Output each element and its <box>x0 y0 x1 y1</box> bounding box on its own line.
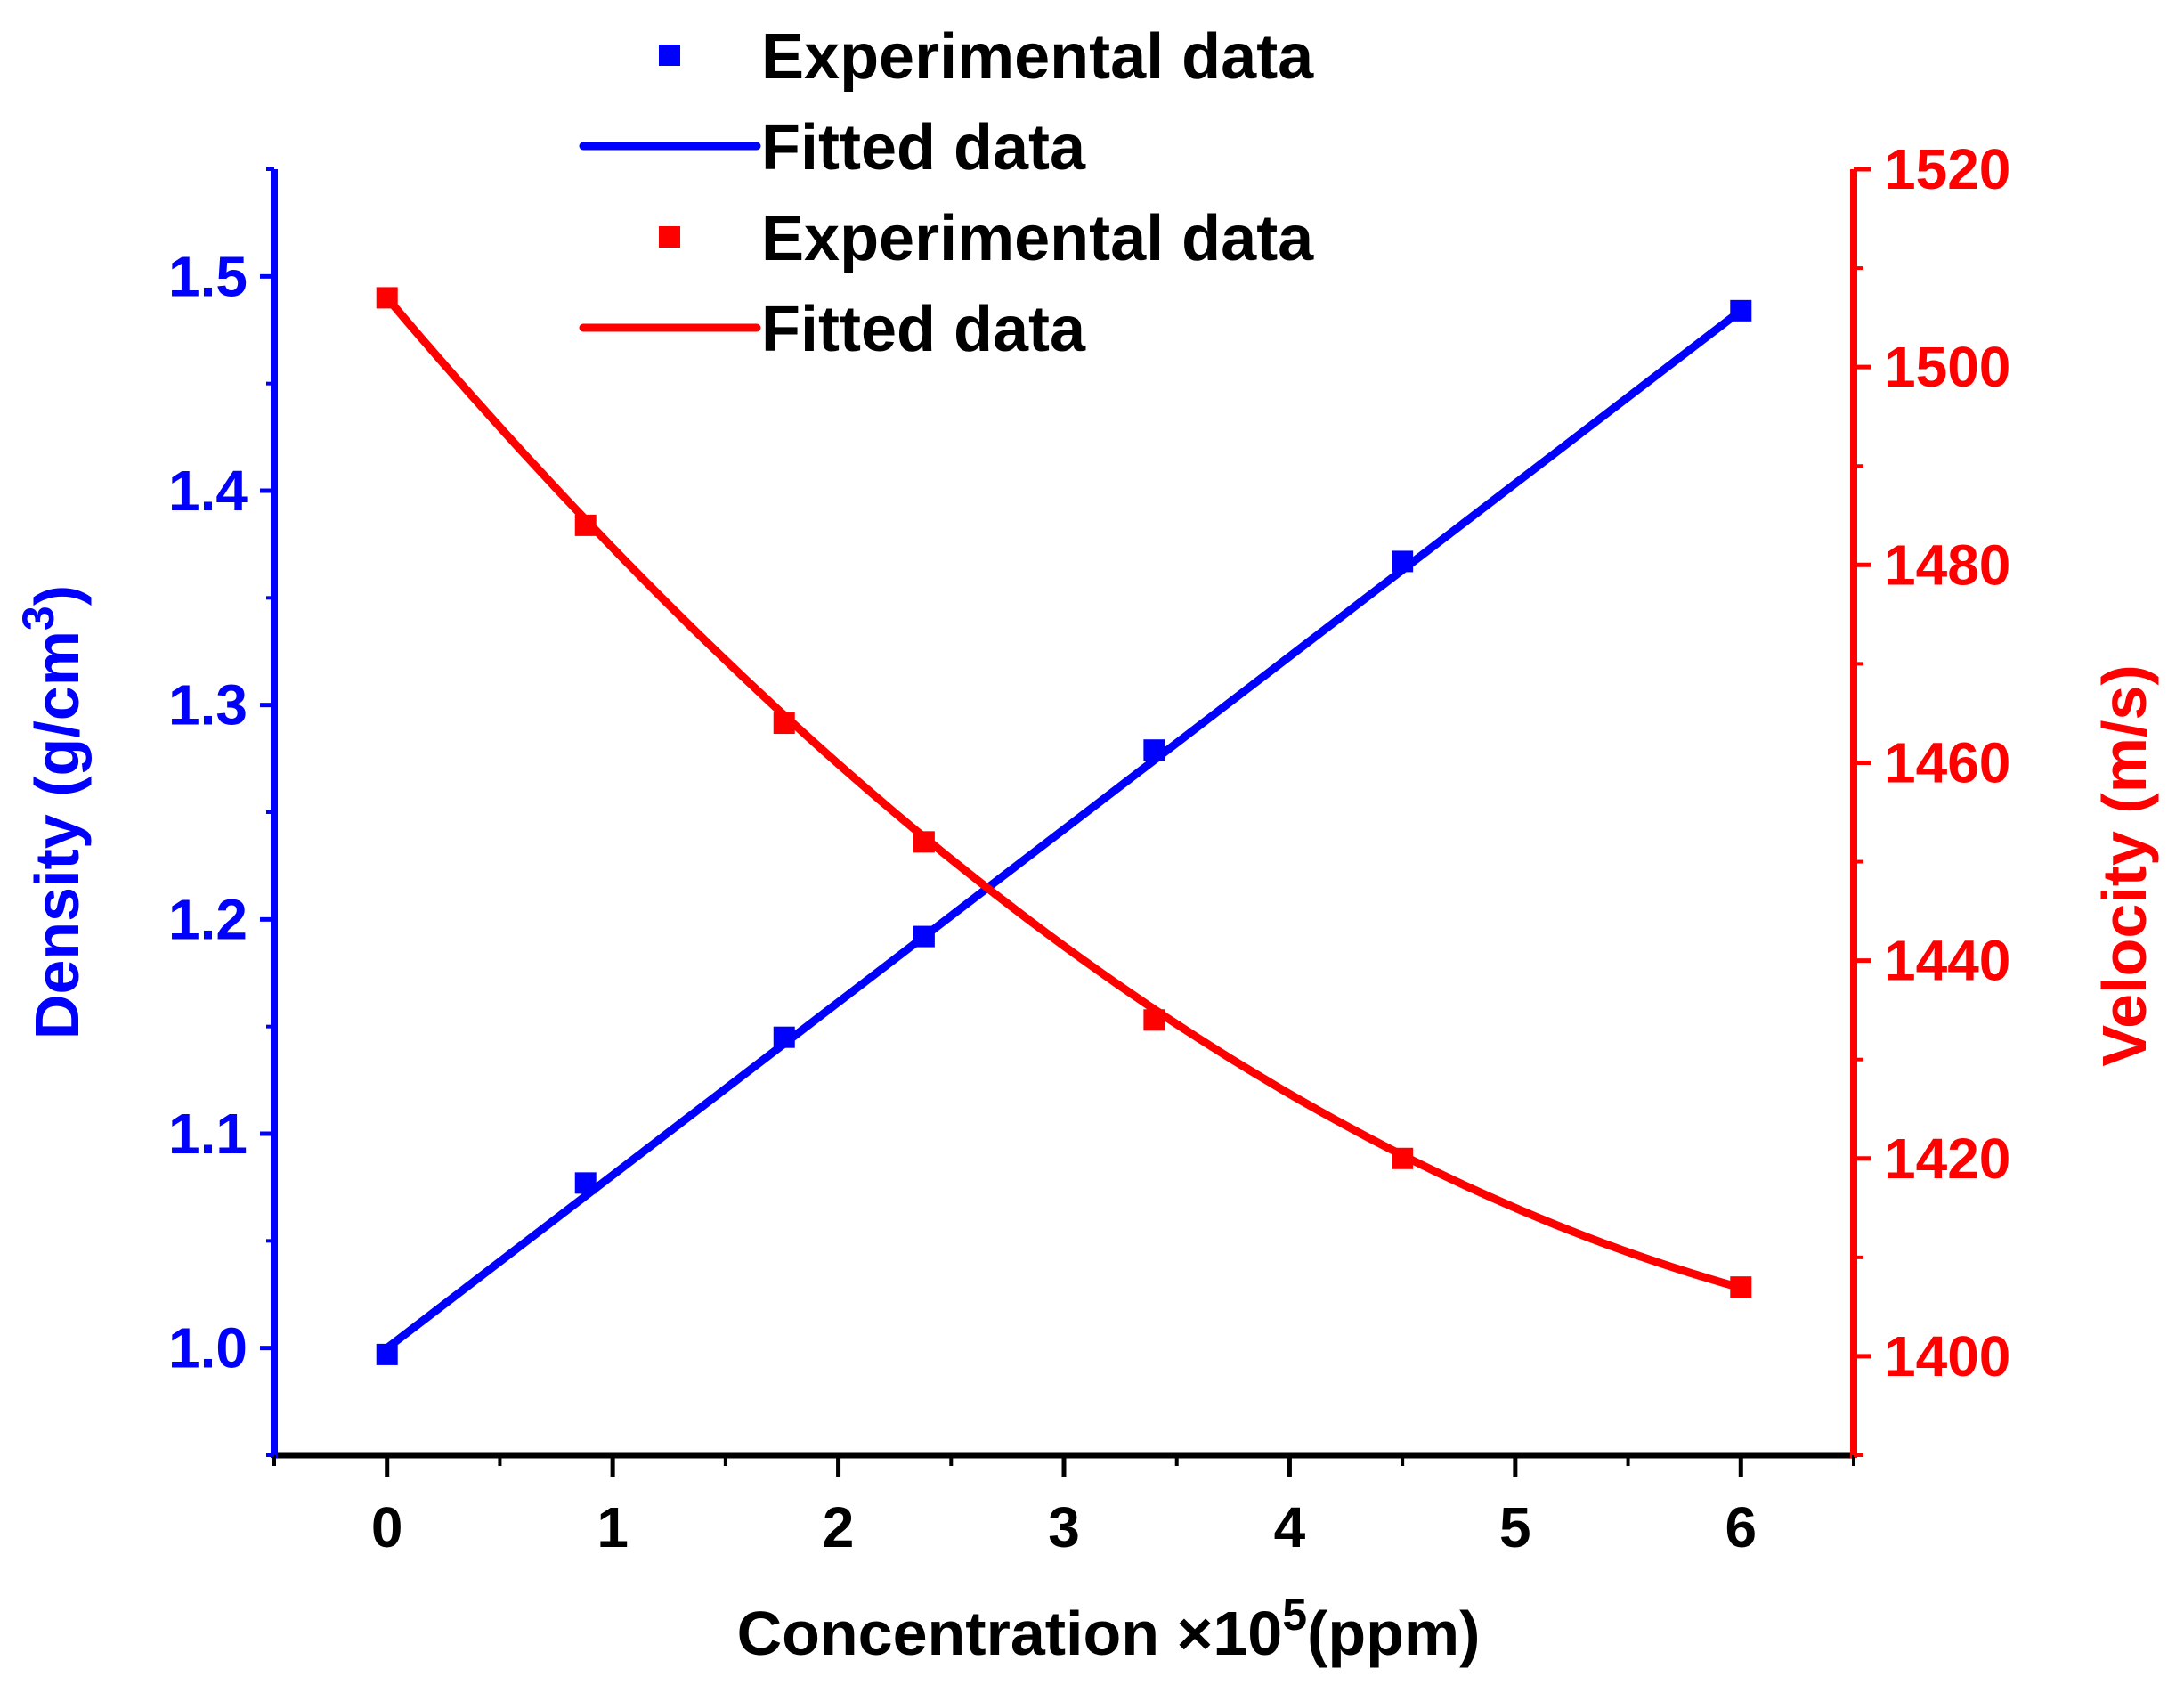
left-y-tick-label-4: 1.4 <box>168 459 248 523</box>
left-data-point-0 <box>376 1343 398 1365</box>
left-y-tick-label-2: 1.2 <box>168 887 248 951</box>
right-y-tick-label-1: 1420 <box>1884 1127 2010 1191</box>
legend-label-3: Fitted data <box>761 294 1086 365</box>
right-y-tick-label-6: 1520 <box>1884 137 2010 201</box>
x-axis-title: Concentration ×105(ppm) <box>737 1590 1481 1668</box>
right-y-tick-label-5: 1500 <box>1884 335 2010 399</box>
left-data-point-1 <box>574 1172 597 1194</box>
legend-label-0: Experimental data <box>761 21 1314 93</box>
x-tick-label-6: 6 <box>1725 1495 1757 1559</box>
right-data-point-2 <box>773 712 795 735</box>
left-y-tick-label-5: 1.5 <box>168 244 248 308</box>
legend-label-2: Experimental data <box>761 203 1314 274</box>
right-data-point-4 <box>1143 1009 1165 1031</box>
left-fitted-line <box>383 306 1745 1353</box>
legend-marker-0 <box>659 45 680 66</box>
right-data-point-6 <box>1730 1276 1752 1298</box>
left-data-point-3 <box>913 925 935 948</box>
legend-marker-2 <box>659 226 680 248</box>
left-y-tick-label-3: 1.3 <box>168 673 248 737</box>
right-y-tick-label-2: 1440 <box>1884 929 2010 993</box>
right-data-point-5 <box>1392 1147 1414 1169</box>
right-fitted-line <box>383 293 1745 1292</box>
right-y-tick-label-3: 1460 <box>1884 730 2010 794</box>
legend-group: Experimental data Fitted data Experimental… <box>579 21 1314 365</box>
left-data-point-6 <box>1730 299 1752 322</box>
right-y-tick-label-0: 1400 <box>1884 1324 2010 1388</box>
x-tick-label-2: 2 <box>823 1495 855 1559</box>
x-tick-label-5: 5 <box>1499 1495 1531 1559</box>
right-y-axis-title: Velocity (m/s) <box>2090 664 2159 1066</box>
right-data-point-3 <box>913 831 935 853</box>
x-tick-label-3: 3 <box>1048 1495 1080 1559</box>
x-tick-label-4: 4 <box>1274 1495 1306 1559</box>
legend-label-1: Fitted data <box>761 112 1086 183</box>
x-tick-label-0: 0 <box>371 1495 403 1559</box>
left-y-axis-title: Density (g/cm3) <box>13 585 92 1039</box>
x-tick-label-1: 1 <box>597 1495 629 1559</box>
axes-group: 0 1 2 3 4 5 6 1.0 1.1 1.2 1.3 1.4 1.5 1400 1420 1440 146… <box>13 137 2159 1668</box>
right-data-point-1 <box>574 514 597 536</box>
right-data-point-0 <box>376 287 398 309</box>
left-data-point-5 <box>1392 550 1414 573</box>
series-group <box>376 287 1752 1365</box>
left-data-point-4 <box>1143 739 1165 761</box>
right-y-tick-label-4: 1480 <box>1884 533 2010 597</box>
left-data-point-2 <box>773 1026 795 1048</box>
left-y-tick-label-1: 1.1 <box>168 1102 248 1166</box>
left-y-tick-label-0: 1.0 <box>168 1316 248 1380</box>
